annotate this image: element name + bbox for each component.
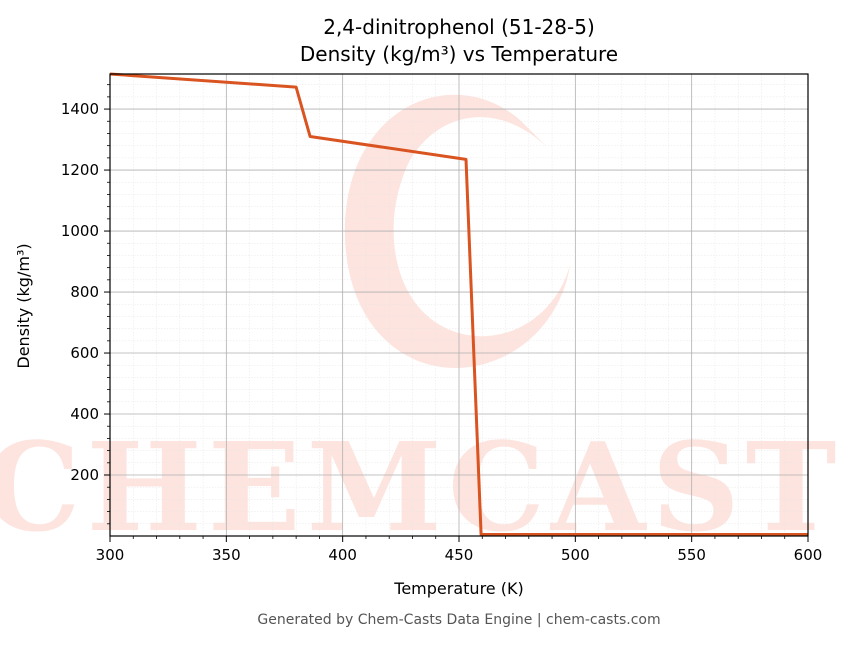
- y-tick-label: 1400: [61, 100, 99, 118]
- y-tick-label: 600: [70, 344, 99, 362]
- y-tick-label: 1200: [61, 161, 99, 179]
- y-tick-label: 200: [70, 466, 99, 484]
- chart-title: 2,4-dinitrophenol (51-28-5): [323, 15, 595, 39]
- watermark-swirl: [344, 94, 570, 369]
- x-tick-label: 550: [677, 546, 706, 564]
- footer-credit: Generated by Chem-Casts Data Engine | ch…: [257, 612, 660, 628]
- x-tick-label: 450: [445, 546, 474, 564]
- series-layer: [109, 72, 808, 536]
- y-axis-label: Density (kg/m³): [14, 243, 33, 368]
- watermark-logo: CHEMCASTS: [0, 94, 843, 559]
- ticks: 300 350 400 450 500 550 600 200 400 600 800 1000 120…: [61, 84, 823, 564]
- x-tick-label: 500: [561, 546, 590, 564]
- x-tick-label: 400: [328, 546, 357, 564]
- x-tick-label: 300: [96, 546, 125, 564]
- x-axis-label: Temperature (K): [393, 579, 523, 598]
- x-tick-label: 350: [212, 546, 241, 564]
- y-tick-label: 400: [70, 405, 99, 423]
- chart-subtitle: Density (kg/m³) vs Temperature: [300, 42, 618, 66]
- y-tick-label: 1000: [61, 222, 99, 240]
- series-line-density: [109, 72, 808, 536]
- y-tick-label: 800: [70, 283, 99, 301]
- x-tick-label: 600: [794, 546, 823, 564]
